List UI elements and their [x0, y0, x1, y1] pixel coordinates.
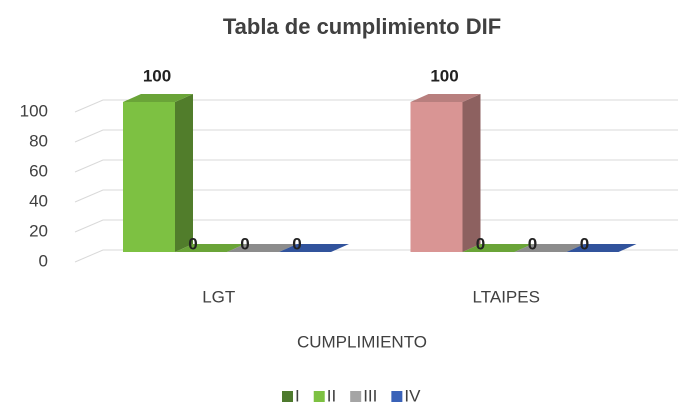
bar-top: [410, 94, 481, 102]
y-tick-label: 40: [29, 191, 48, 210]
bar-top: [566, 244, 637, 252]
data-label: 100: [430, 66, 458, 85]
y-tick-label: 100: [20, 101, 48, 120]
bar-top: [123, 94, 193, 102]
legend-label: IV: [404, 386, 421, 405]
bar: [566, 244, 637, 252]
data-label: 0: [240, 234, 249, 253]
bar-top: [175, 244, 245, 252]
legend-swatch: [282, 391, 293, 402]
grid-line: [74, 159, 678, 173]
bar-front: [123, 102, 175, 252]
grid-line: [74, 99, 678, 113]
data-label: 0: [476, 234, 485, 253]
bar: [514, 244, 585, 252]
bar-top: [514, 244, 585, 252]
bar-side: [175, 94, 193, 252]
legend-swatch: [350, 391, 362, 402]
legend-swatch: [391, 391, 403, 402]
legend-swatch: [313, 391, 325, 402]
bar-top: [462, 244, 533, 252]
grid-line: [74, 129, 678, 143]
bar: [227, 244, 297, 252]
bar: [175, 244, 245, 252]
data-label: 0: [188, 234, 197, 253]
bar-top: [279, 244, 349, 252]
x-tick-label: LTAIPES: [473, 287, 540, 306]
bar: [123, 94, 193, 252]
y-tick-label: 0: [39, 251, 48, 270]
data-label: 100: [143, 66, 171, 85]
data-label: 0: [528, 234, 537, 253]
bar: [462, 244, 533, 252]
y-tick-label: 20: [29, 221, 48, 240]
chart-title: Tabla de cumplimiento DIF: [223, 14, 501, 39]
legend-label: III: [363, 386, 377, 405]
y-tick-label: 80: [29, 131, 48, 150]
x-axis-title: CUMPLIMIENTO: [297, 332, 427, 351]
x-tick-label: LGT: [202, 287, 235, 306]
legend-label: II: [327, 386, 336, 405]
grid-line: [74, 219, 678, 233]
legend-label: I: [295, 386, 300, 405]
bar-top: [227, 244, 297, 252]
bar-side: [462, 94, 481, 252]
data-label: 0: [580, 234, 589, 253]
grid-line: [74, 189, 678, 203]
bar-front: [410, 102, 463, 252]
bar: [279, 244, 349, 252]
data-label: 0: [292, 234, 301, 253]
bar: [410, 94, 481, 252]
y-tick-label: 60: [29, 161, 48, 180]
